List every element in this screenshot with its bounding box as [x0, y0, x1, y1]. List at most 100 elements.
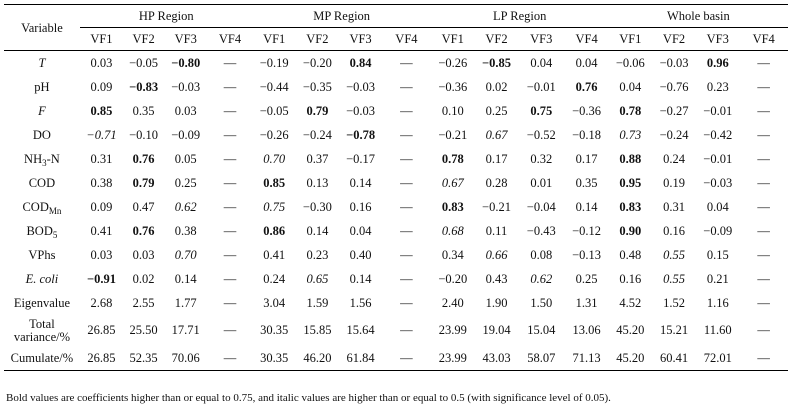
table-cell: 0.04 [349, 224, 372, 238]
row-label: F [4, 99, 80, 123]
table-cell: −0.36 [572, 104, 602, 118]
table-cell: −0.42 [703, 128, 733, 142]
table-cell: −0.91 [86, 272, 116, 286]
table-cell: 15.85 [303, 323, 332, 337]
table-cell: −0.80 [171, 56, 201, 70]
table-cell: −0.24 [302, 128, 332, 142]
table-cell: — [400, 296, 413, 310]
table-cell: 0.85 [90, 104, 113, 118]
table-cell: — [223, 128, 237, 142]
table-cell: 0.14 [306, 224, 329, 238]
table-cell: 0.38 [174, 224, 197, 238]
table-cell: 0.43 [485, 272, 508, 286]
table-cell: −0.44 [259, 80, 289, 94]
table-cell: 0.86 [263, 224, 286, 238]
table-cell: — [400, 248, 413, 262]
row-label-text: Eigenvalue [13, 296, 71, 310]
table-cell: 0.84 [349, 56, 372, 70]
table-cell: 72.01 [696, 346, 740, 371]
table-cell: 45.20 [616, 323, 645, 337]
table-row: NH3-N 0.31 0.76 0.05 — 0.70 0.37 −0.17 — 0.78 0.17… [4, 147, 788, 171]
table-cell: 0.40 [349, 248, 372, 262]
table-row: VPhs 0.03 0.03 0.70 — 0.41 0.23 0.40 — 0.34 0.66 0.… [4, 243, 788, 267]
table-cell: 0.83 [441, 200, 464, 214]
table-cell: 0.79 [132, 176, 155, 190]
variable-header: Variable [4, 4, 80, 51]
table-cell: — [757, 296, 770, 310]
table-cell: — [223, 200, 237, 214]
table-cell: 0.28 [485, 176, 508, 190]
table-cell: 0.38 [90, 176, 113, 190]
row-label-text: E. coli [25, 272, 59, 286]
table-cell: 23.99 [438, 323, 467, 337]
varifactor-table: Variable HP Region MP Region LP Region W… [4, 4, 788, 371]
table-cell: — [382, 346, 431, 371]
table-cell: 0.31 [663, 200, 685, 214]
table-cell: — [400, 152, 413, 166]
table-cell: −0.30 [302, 200, 332, 214]
table-cell: 0.04 [530, 56, 553, 70]
table-cell: 2.55 [132, 296, 155, 310]
table-cell: 1.50 [530, 296, 553, 310]
row-label-text: VPhs [28, 248, 56, 262]
table-cell: 0.23 [706, 80, 729, 94]
table-cell: 0.03 [90, 56, 113, 70]
table-cell: −0.35 [302, 80, 332, 94]
table-cell: 0.17 [485, 152, 508, 166]
table-cell: 0.23 [306, 248, 329, 262]
table-cell: — [223, 296, 237, 310]
table-cell: 0.25 [174, 176, 197, 190]
table-cell: — [739, 346, 788, 371]
table-cell: 0.09 [90, 80, 113, 94]
table-cell: −0.01 [526, 80, 556, 94]
table-cell: 0.25 [485, 104, 508, 118]
table-cell: 0.76 [575, 80, 598, 94]
table-cell: — [400, 128, 413, 142]
row-label-text: Total [29, 316, 55, 331]
table-cell: −0.01 [703, 104, 733, 118]
table-cell: — [757, 152, 770, 166]
table-cell: 70.06 [164, 346, 208, 371]
row-label-tail: -N [46, 152, 60, 166]
table-cell: −0.05 [259, 104, 289, 118]
table-cell: 52.35 [123, 346, 165, 371]
table-cell: −0.03 [659, 56, 689, 70]
table-cell: 13.06 [572, 323, 601, 337]
table-cell: −0.26 [438, 56, 468, 70]
table-cell: 3.04 [263, 296, 286, 310]
table-cell: −0.06 [615, 56, 645, 70]
table-cell: 0.03 [132, 248, 155, 262]
table-row: F 0.85 0.35 0.03 — −0.05 0.79 −0.03 — 0.10 0.25 0.7… [4, 99, 788, 123]
table-cell: −0.10 [129, 128, 159, 142]
subheader-vf1: VF1 [79, 27, 124, 51]
table-cell: — [757, 56, 770, 70]
table-cell: 2.68 [90, 296, 113, 310]
row-label: Total variance/% [4, 315, 80, 346]
row-label: T [4, 51, 80, 76]
table-cell: 0.01 [530, 176, 553, 190]
table-cell: 0.31 [90, 152, 113, 166]
table-cell: 0.03 [174, 104, 197, 118]
table-row: DO −0.71 −0.10 −0.09 — −0.26 −0.24 −0.78 — −0.21 0… [4, 123, 788, 147]
table-cell: — [757, 224, 770, 238]
row-label: COD [4, 171, 80, 195]
group-header-row: Variable HP Region MP Region LP Region W… [4, 4, 788, 51]
table-cell: 0.25 [575, 272, 598, 286]
table-row: Total variance/% 26.85 25.50 17.71 — 30.35 15.8… [4, 315, 788, 346]
table-cell: — [757, 272, 770, 286]
table-cell: 0.76 [132, 224, 155, 238]
table-cell: 26.85 [87, 323, 116, 337]
table-cell: 43.03 [474, 346, 519, 371]
row-label-subscript: 3 [42, 158, 47, 168]
table-cell: 0.68 [441, 224, 464, 238]
table-row: COD 0.38 0.79 0.25 — 0.85 0.13 0.14 — 0.67 0.28 0.0… [4, 171, 788, 195]
table-cell: 0.55 [663, 272, 685, 286]
subheader-vf2: VF2 [651, 27, 697, 51]
row-label-subscript: Mn [48, 206, 62, 216]
table-row: BOD5 0.41 0.76 0.38 — 0.86 0.14 0.04 — 0.68 0.11 −0… [4, 219, 788, 243]
table-cell: — [757, 200, 770, 214]
subheader-vf2: VF2 [295, 27, 339, 51]
table-cell: −0.01 [703, 152, 733, 166]
table-cell: — [400, 200, 413, 214]
table-cell: 0.34 [441, 248, 464, 262]
